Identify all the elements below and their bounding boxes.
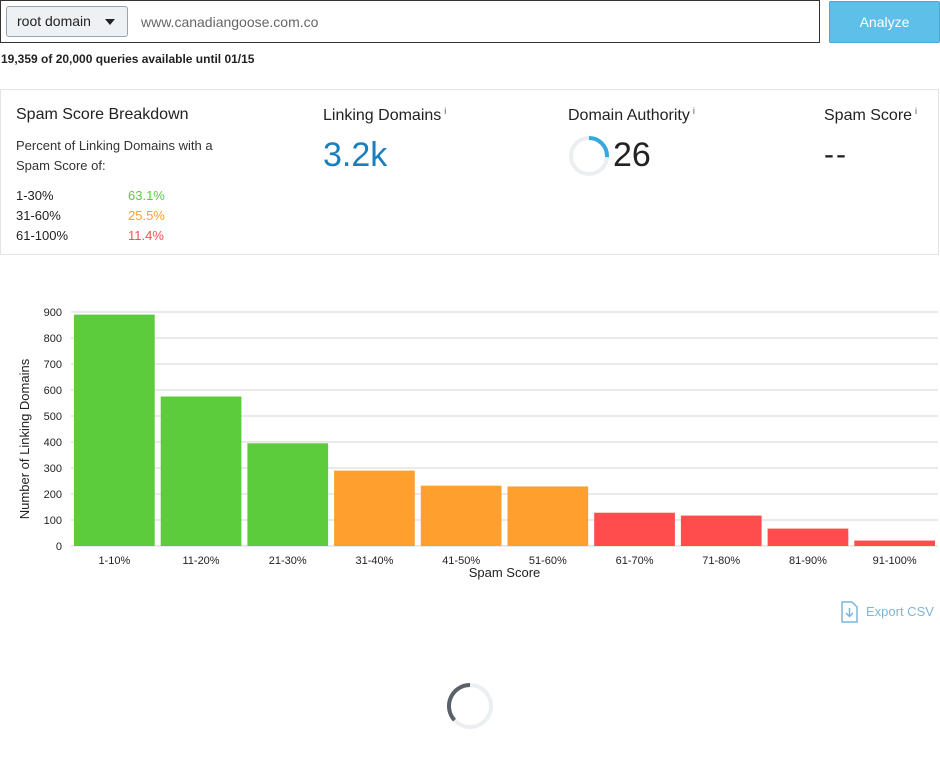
domain-authority-title: Domain Authority i — [568, 106, 695, 125]
linking-domains-title: Linking Domains i — [323, 106, 446, 125]
y-axis-label: Number of Linking Domains — [17, 358, 32, 519]
breakdown-percent: 63.1% — [128, 188, 165, 203]
bar — [247, 443, 329, 546]
breakdown-percent: 11.4% — [128, 228, 164, 243]
bar — [420, 485, 502, 546]
y-tick-label: 300 — [44, 463, 62, 475]
spam-score-label: Spam Score — [824, 107, 913, 124]
x-tick-label: 91-100% — [873, 555, 917, 567]
breakdown-range: 31-60% — [16, 208, 61, 223]
info-icon[interactable]: i — [692, 106, 695, 116]
linking-domains-label: Linking Domains — [323, 107, 442, 124]
y-tick-label: 200 — [44, 489, 62, 501]
y-tick-label: 700 — [44, 359, 62, 371]
spam-score-title: Spam Score i — [824, 106, 917, 125]
export-csv-label: Export CSV — [866, 604, 934, 619]
bar — [74, 314, 155, 546]
spam-breakdown-description: Percent of Linking Domains with a Spam S… — [16, 138, 213, 173]
linking-domains-value: 3.2k — [323, 136, 388, 174]
query-quota: 19,359 of 20,000 queries available until… — [1, 52, 255, 66]
x-tick-label: 41-50% — [442, 555, 480, 567]
y-tick-label: 500 — [44, 411, 62, 423]
spam-breakdown-title: Spam Score Breakdown — [16, 106, 189, 123]
spam-score-chart: 0 100 200 300 400 500 600 700 800 900 1-10% 11-20% 2… — [17, 307, 938, 580]
x-tick-label: 81-90% — [789, 555, 827, 567]
loading-spinner-icon — [446, 682, 493, 729]
breakdown-row: 61-100% 11.4% — [16, 228, 164, 243]
y-tick-label: 100 — [44, 515, 62, 527]
x-tick-label: 71-80% — [702, 555, 740, 567]
x-tick-label: 1-10% — [98, 555, 130, 567]
x-tick-label: 11-20% — [182, 555, 219, 567]
bar — [594, 512, 675, 546]
bar — [680, 515, 762, 546]
export-csv-button[interactable]: Export CSV — [838, 600, 938, 624]
scope-dropdown[interactable]: root domain — [6, 6, 128, 37]
chevron-down-icon — [105, 19, 115, 25]
download-file-icon — [841, 601, 858, 623]
analyze-button[interactable]: Analyze — [829, 1, 940, 43]
x-tick-label: 31-40% — [355, 555, 393, 567]
bar — [854, 540, 935, 546]
breakdown-row: 31-60% 25.5% — [16, 208, 165, 223]
y-tick-label: 400 — [44, 437, 62, 449]
breakdown-row: 1-30% 63.1% — [16, 188, 165, 203]
url-input[interactable] — [141, 12, 801, 32]
y-tick-label: 0 — [56, 541, 62, 553]
search-bar: root domain — [0, 0, 820, 43]
breakdown-percent: 25.5% — [128, 208, 165, 223]
bar — [334, 470, 415, 546]
domain-authority-label: Domain Authority — [568, 107, 690, 124]
x-tick-label: 21-30% — [269, 555, 307, 567]
y-tick-label: 800 — [44, 333, 62, 345]
domain-authority-ring — [569, 136, 609, 176]
domain-authority-value: 26 — [613, 136, 651, 174]
breakdown-range: 1-30% — [16, 188, 54, 203]
breakdown-range: 61-100% — [16, 228, 69, 243]
scope-value: root domain — [17, 13, 91, 29]
x-tick-label: 51-60% — [529, 555, 567, 567]
spam-score-value: -- — [824, 138, 848, 171]
metrics-panel: Spam Score Breakdown Percent of Linking … — [0, 89, 939, 255]
info-icon[interactable]: i — [444, 106, 447, 116]
bar — [507, 486, 589, 546]
x-tick-label: 61-70% — [616, 555, 654, 567]
domain-authority-progress — [569, 136, 609, 176]
info-icon[interactable]: i — [915, 106, 918, 116]
y-tick-label: 900 — [44, 307, 62, 319]
y-tick-label: 600 — [44, 385, 62, 397]
bar — [160, 396, 242, 546]
bar — [767, 528, 849, 546]
x-axis-label: Spam Score — [469, 565, 541, 580]
